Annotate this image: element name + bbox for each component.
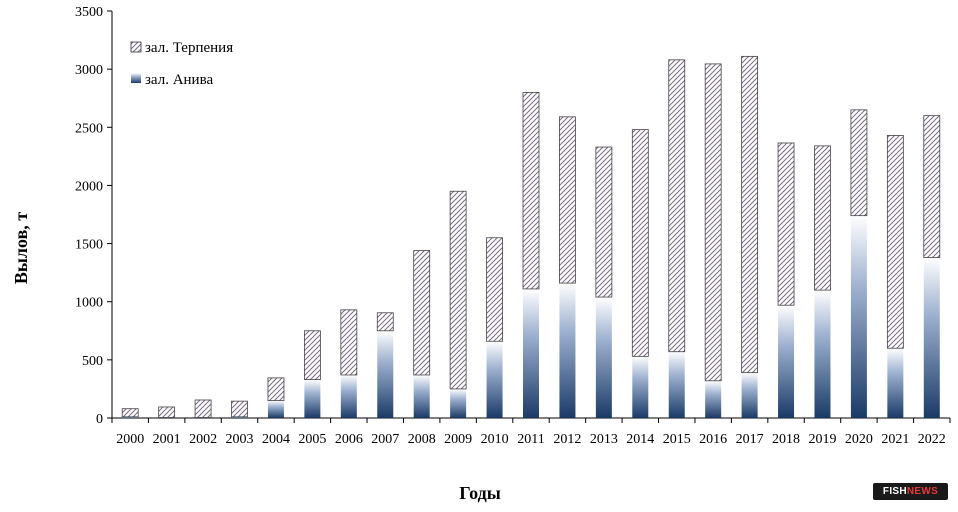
x-tick-label: 2004 (262, 432, 290, 447)
bar-terpeniya-2019 (814, 145, 831, 291)
x-tick-label: 2016 (699, 432, 727, 447)
logo-text-news: NEWS (906, 486, 939, 497)
x-axis: 2000 2001 2002 2003 2004 2005 2006 2007 2008 2009… (111, 417, 951, 447)
x-tick-label: 2003 (226, 432, 254, 447)
bar-aniva-2009 (450, 388, 467, 418)
x-tick-label: 2017 (736, 432, 764, 447)
x-tick-label: 2002 (189, 432, 217, 447)
logo-text-fish: FISH (882, 486, 907, 497)
y-tick-label: 1000 (75, 296, 103, 311)
bar-terpeniya-2004 (267, 377, 285, 401)
x-tick-label: 2011 (517, 432, 544, 447)
bar-aniva-2021 (887, 348, 904, 418)
bar-aniva-2019 (814, 290, 831, 418)
bar-terpeniya-2000 (121, 408, 139, 418)
x-tick-label: 2007 (371, 432, 399, 447)
bar-aniva-2017 (741, 372, 758, 418)
y-axis-title: Вылов, т (11, 212, 31, 284)
y-tick-label: 3500 (75, 5, 103, 20)
bar-aniva-2010 (486, 341, 503, 418)
x-tick-label: 2022 (918, 432, 946, 447)
y-tick-label: 2000 (75, 179, 103, 194)
bar-terpeniya-2007 (376, 312, 394, 332)
bar-aniva-2012 (559, 283, 576, 418)
x-tick-label: 2020 (845, 432, 873, 447)
x-tick-label: 2019 (808, 432, 836, 447)
y-tick-label: 3000 (75, 63, 103, 78)
bar-terpeniya-2005 (303, 330, 321, 381)
bar-aniva-2018 (778, 305, 795, 418)
x-tick-label: 2008 (408, 432, 436, 447)
bar-terpeniya-2018 (777, 142, 795, 306)
legend-label-terpeniya: зал. Терпения (145, 40, 233, 56)
bar-terpeniya-2011 (522, 92, 540, 290)
bar-aniva-2013 (595, 297, 612, 418)
y-axis: 0 500 1000 1500 2000 2500 3000 3500 (75, 5, 113, 427)
x-tick-label: 2005 (298, 432, 326, 447)
x-tick-label: 2001 (153, 432, 181, 447)
bar-terpeniya-2021 (886, 135, 904, 349)
bar-aniva-2014 (632, 356, 649, 418)
x-tick-label: 2021 (881, 432, 909, 447)
x-tick-label: 2012 (553, 432, 581, 447)
bar-aniva-2015 (668, 351, 685, 418)
y-tick-label: 500 (82, 354, 103, 369)
y-tick-label: 1500 (75, 238, 103, 253)
fishnews-logo: FISH NEWS (873, 483, 948, 500)
bar-aniva-2000 (122, 416, 139, 418)
bar-terpeniya-2016 (704, 63, 722, 382)
bar-terpeniya-2015 (668, 59, 686, 353)
bar-terpeniya-2012 (559, 116, 576, 284)
x-axis-title: Годы (459, 483, 501, 503)
legend-swatch-aniva (131, 73, 141, 83)
y-tick-label: 0 (96, 412, 103, 427)
y-tick-label: 2500 (75, 121, 103, 136)
bar-aniva-2011 (523, 288, 539, 418)
bar-aniva-2008 (413, 374, 430, 418)
bar-terpeniya-2020 (850, 109, 868, 217)
bar-aniva-2022 (923, 257, 940, 418)
legend-swatch-terpeniya (130, 41, 142, 53)
bar-terpeniya-2006 (340, 309, 358, 376)
bar-terpeniya-2010 (486, 237, 503, 342)
x-tick-label: 2015 (663, 432, 691, 447)
bar-aniva-2004 (267, 400, 284, 418)
x-tick-label: 2018 (772, 432, 800, 447)
x-tick-label: 2013 (590, 432, 618, 447)
bar-terpeniya-2022 (923, 115, 941, 258)
bar-terpeniya-2017 (741, 55, 759, 374)
x-tick-label: 2010 (481, 432, 509, 447)
x-tick-label: 2006 (335, 432, 363, 447)
bar-terpeniya-2013 (595, 146, 613, 298)
bar-terpeniya-2009 (449, 190, 467, 390)
x-tick-label: 2009 (444, 432, 472, 447)
bar-aniva-2007 (377, 330, 394, 418)
bar-terpeniya-2001 (158, 406, 176, 418)
x-tick-label: 2000 (116, 432, 144, 447)
bar-aniva-2016 (705, 380, 722, 418)
bar-terpeniya-2003 (231, 400, 248, 418)
bar-terpeniya-2014 (631, 129, 649, 357)
bars (121, 55, 941, 418)
bar-aniva-2020 (850, 215, 867, 418)
bar-aniva-2006 (340, 374, 357, 418)
x-tick-label: 2014 (626, 432, 654, 447)
bar-terpeniya-2002 (194, 399, 212, 418)
legend-label-aniva: зал. Анива (145, 72, 213, 88)
bar-aniva-2005 (304, 379, 321, 418)
bar-terpeniya-2008 (413, 250, 431, 376)
bar-aniva-2003 (231, 416, 248, 418)
legend: зал. Терпения зал. Анива (130, 40, 233, 88)
